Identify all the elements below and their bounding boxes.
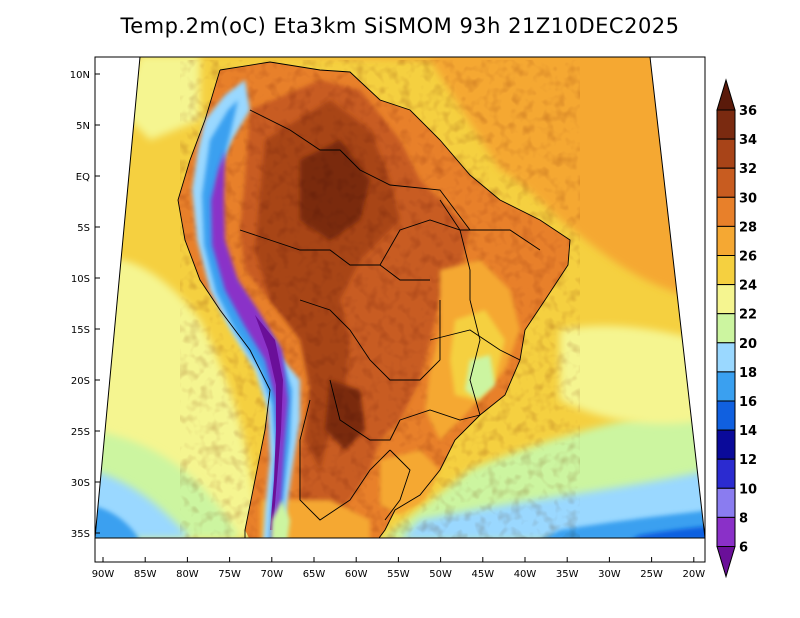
colorbar-label: 10: [739, 482, 757, 497]
lat-tick-label: 25S: [71, 427, 90, 438]
lat-tick-label: 10N: [70, 70, 90, 81]
lon-tick-label: 45W: [471, 569, 494, 580]
colorbar-label: 8: [739, 511, 748, 526]
lat-tick-label: 30S: [71, 478, 90, 489]
coastline-east: [219, 61, 571, 538]
colorbar-swatch: [716, 342, 736, 373]
lat-tick-label: 5S: [77, 223, 90, 234]
lat-tick-label: 20S: [71, 376, 90, 387]
colorbar-swatch: [716, 167, 736, 198]
colorbar-label: 20: [739, 337, 757, 352]
lon-tick-label: 20W: [682, 569, 705, 580]
lon-tick-label: 75W: [218, 569, 241, 580]
border-argentina: [299, 399, 391, 521]
lon-tick-label: 55W: [387, 569, 410, 580]
colorbar-label: 24: [739, 279, 757, 294]
south-brazil-28: [380, 450, 440, 515]
lon-tick-label: 80W: [176, 569, 199, 580]
ocean-field-24-atlantic: [560, 325, 705, 424]
state-lines-4: [399, 409, 481, 421]
patagonia-22: [270, 500, 290, 538]
colorbar-label: 28: [739, 220, 757, 235]
lon-tick-label: 70W: [260, 569, 283, 580]
colorbar-swatch: [716, 138, 736, 169]
colorbar-swatch-top: [716, 78, 736, 111]
colorbar-label: 30: [739, 191, 757, 206]
colorbar-swatch: [716, 225, 736, 256]
lon-tick-label: 65W: [303, 569, 326, 580]
colorbar-swatch-bottom: [716, 546, 736, 579]
colorbar-label: 34: [739, 133, 757, 148]
ocean-field-16-atlantic: [630, 526, 705, 538]
colorbar-label: 22: [739, 308, 757, 323]
colorbar: 6 8 10 12 14 16 18 20 22 24 26 28 30 32 34 36: [716, 78, 757, 579]
border-uruguay: [384, 449, 411, 521]
colorbar-swatch: [716, 487, 736, 518]
border-paraguay: [329, 379, 401, 441]
colorbar-label: 6: [739, 541, 748, 556]
coastline-west: [177, 69, 271, 538]
lat-tick-label: 35S: [71, 529, 90, 540]
lon-tick-label: 30W: [598, 569, 621, 580]
colorbar-label: 18: [739, 366, 757, 381]
colorbar-swatch: [716, 255, 736, 286]
colorbar-swatch: [716, 458, 736, 489]
colorbar-swatch: [716, 516, 736, 548]
lat-tick-label: 15S: [71, 325, 90, 336]
andes-core-6: [255, 315, 283, 530]
colorbar-label: 36: [739, 104, 757, 119]
boundaries: [177, 61, 571, 538]
lon-axis: 90W 85W 80W 75W 70W 65W 60W 55W 50W 45W 40W 35W 30W 2…: [92, 557, 705, 580]
lat-axis: 10N 5N EQ 5S 10S 15S 20S 25S 30S 35S: [70, 70, 100, 540]
lon-tick-label: 85W: [134, 569, 157, 580]
border-northern: [249, 109, 471, 231]
lat-tick-label: 10S: [71, 274, 90, 285]
colorbar-swatch: [716, 371, 736, 402]
colorbar-swatch: [716, 313, 736, 344]
colorbar-swatch: [716, 400, 736, 431]
map-title: Temp.2m(oC) Eta3km SiSMOM 93h 21Z10DEC20…: [120, 14, 680, 38]
border-peru-brazil: [239, 229, 430, 281]
colorbar-swatch: [716, 196, 736, 227]
colorbar-swatch: [716, 109, 736, 140]
colorbar-label: 26: [739, 250, 757, 265]
lon-tick-label: 35W: [556, 569, 579, 580]
colorbar-label: 14: [739, 424, 757, 439]
lat-tick-label: EQ: [76, 172, 90, 183]
colorbar-label: 32: [739, 162, 757, 177]
lon-tick-label: 50W: [429, 569, 452, 580]
border-bolivia: [299, 299, 441, 381]
lat-tick-label: 5N: [76, 121, 90, 132]
temperature-field: [95, 57, 705, 538]
state-lines-2: [379, 219, 541, 266]
lon-tick-label: 90W: [92, 569, 115, 580]
lon-tick-label: 25W: [640, 569, 663, 580]
lon-tick-label: 60W: [345, 569, 368, 580]
ocean-field-18-pacific: [95, 505, 140, 538]
colorbar-swatch: [716, 284, 736, 315]
colorbar-label: 16: [739, 395, 757, 410]
lon-tick-label: 40W: [514, 569, 537, 580]
plot-frame: [94, 56, 706, 563]
colorbar-swatch: [716, 429, 736, 460]
colorbar-label: 12: [739, 453, 757, 468]
state-lines-3: [429, 329, 521, 361]
